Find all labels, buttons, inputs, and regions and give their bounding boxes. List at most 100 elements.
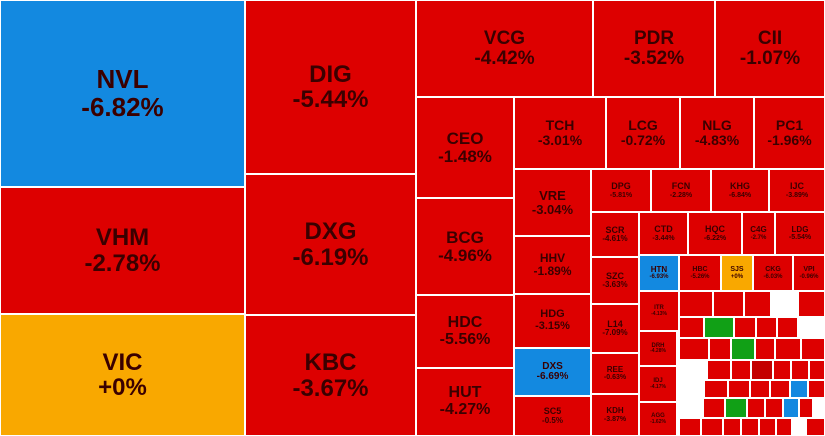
treemap-cell-pdr[interactable]: PDR -3.52% xyxy=(593,0,715,97)
treemap-minor-cell[interactable] xyxy=(679,380,704,398)
change-label: -6.82% xyxy=(81,91,164,122)
treemap-minor-cell[interactable] xyxy=(679,360,707,380)
treemap-minor-cell[interactable] xyxy=(707,360,731,380)
treemap-minor-cell[interactable] xyxy=(809,360,825,380)
treemap-minor-cell[interactable] xyxy=(704,380,728,398)
treemap-minor-cell[interactable] xyxy=(731,338,755,360)
treemap-cell-ijc[interactable]: IJC -3.89% xyxy=(769,169,825,212)
change-label: -6.22% xyxy=(703,234,727,242)
treemap-minor-cell[interactable] xyxy=(679,398,703,418)
treemap-cell-nvl[interactable]: NVL -6.82% xyxy=(0,0,245,187)
treemap-minor-cell[interactable] xyxy=(713,291,744,317)
treemap-cell-vpi[interactable]: VPI -0.96% xyxy=(793,255,825,291)
treemap-minor-cell[interactable] xyxy=(725,398,747,418)
treemap-minor-cell[interactable] xyxy=(755,338,775,360)
change-label: -3.87% xyxy=(603,415,627,423)
treemap-minor-cell[interactable] xyxy=(801,338,825,360)
treemap-minor-cell[interactable] xyxy=(731,360,751,380)
treemap-cell-khg[interactable]: KHG -6.84% xyxy=(711,169,769,212)
treemap-cell-vre[interactable]: VRE -3.04% xyxy=(514,169,591,236)
treemap-minor-cell[interactable] xyxy=(798,317,825,338)
treemap-minor-cell[interactable] xyxy=(704,317,734,338)
treemap-minor-cell[interactable] xyxy=(723,418,741,436)
treemap-cell-sjs[interactable]: SJS +0% xyxy=(721,255,753,291)
treemap-minor-cell[interactable] xyxy=(741,418,759,436)
ticker-label: C4G xyxy=(750,225,767,235)
treemap-minor-cell[interactable] xyxy=(776,418,792,436)
change-label: -1.62% xyxy=(650,418,666,425)
treemap-cell-hut[interactable]: HUT -4.27% xyxy=(416,368,514,436)
treemap-minor-cell[interactable] xyxy=(777,317,798,338)
treemap-cell-vic[interactable]: VIC +0% xyxy=(0,314,245,436)
treemap-minor-cell[interactable] xyxy=(756,317,777,338)
treemap-minor-cell[interactable] xyxy=(765,398,783,418)
treemap-minor-cell[interactable] xyxy=(679,418,701,436)
treemap-minor-cell[interactable] xyxy=(744,291,771,317)
treemap-cell-vhm[interactable]: VHM -2.78% xyxy=(0,187,245,314)
treemap-cell-kbc[interactable]: KBC -3.67% xyxy=(245,315,416,436)
treemap-minor-cell[interactable] xyxy=(709,338,731,360)
treemap-minor-cell[interactable] xyxy=(701,418,723,436)
treemap-minor-cell[interactable] xyxy=(759,418,776,436)
treemap-minor-cell[interactable] xyxy=(750,380,770,398)
treemap-minor-cell[interactable] xyxy=(770,380,790,398)
change-label: -2.28% xyxy=(669,191,693,199)
treemap-minor-cell[interactable] xyxy=(775,338,801,360)
treemap-cell-idj[interactable]: IDJ -4.17% xyxy=(639,366,677,402)
treemap-cell-lcg[interactable]: LCG -0.72% xyxy=(606,97,680,169)
treemap-cell-itr[interactable]: ITR -4.13% xyxy=(639,291,679,331)
treemap-minor-cell[interactable] xyxy=(771,291,798,317)
treemap-minor-cell[interactable] xyxy=(791,360,809,380)
change-label: +0% xyxy=(730,273,744,280)
treemap-cell-vcg[interactable]: VCG -4.42% xyxy=(416,0,593,97)
treemap-cell-ckg[interactable]: CKG -6.03% xyxy=(753,255,793,291)
treemap-cell-hdg[interactable]: HDG -3.15% xyxy=(514,294,591,348)
treemap-cell-szc[interactable]: SZC -3.63% xyxy=(591,257,639,304)
treemap-cell-kdh[interactable]: KDH -3.87% xyxy=(591,394,639,436)
treemap-minor-cell[interactable] xyxy=(773,360,791,380)
treemap-minor-cell[interactable] xyxy=(808,380,825,398)
treemap-minor-cell[interactable] xyxy=(734,317,756,338)
treemap-cell-hhv[interactable]: HHV -1.89% xyxy=(514,236,591,294)
treemap-cell-sc5[interactable]: SC5 -0.5% xyxy=(514,396,591,436)
treemap-cell-ctd[interactable]: CTD -3.44% xyxy=(639,212,688,255)
treemap-minor-cell[interactable] xyxy=(806,418,825,436)
treemap-cell-dxs[interactable]: DXS -6.69% xyxy=(514,348,591,396)
treemap-cell-dxg[interactable]: DXG -6.19% xyxy=(245,174,416,315)
treemap-cell-drh[interactable]: DRH -4.28% xyxy=(639,331,677,366)
treemap-minor-cell[interactable] xyxy=(679,291,713,317)
treemap-minor-cell[interactable] xyxy=(728,380,750,398)
treemap-cell-ceo[interactable]: CEO -1.48% xyxy=(416,97,514,198)
change-label: -3.52% xyxy=(623,47,685,69)
change-label: -4.83% xyxy=(694,132,740,148)
treemap-cell-nlg[interactable]: NLG -4.83% xyxy=(680,97,754,169)
treemap-cell-tch[interactable]: TCH -3.01% xyxy=(514,97,606,169)
treemap-cell-fcn[interactable]: FCN -2.28% xyxy=(651,169,711,212)
treemap-minor-cell[interactable] xyxy=(747,398,765,418)
treemap-minor-cell[interactable] xyxy=(813,398,825,418)
treemap-cell-hbc[interactable]: HBC -5.26% xyxy=(679,255,721,291)
treemap-minor-cell[interactable] xyxy=(790,380,808,398)
treemap-minor-cell[interactable] xyxy=(679,317,704,338)
treemap-cell-ldg[interactable]: LDG -5.54% xyxy=(775,212,825,255)
treemap-cell-ree[interactable]: REE -0.63% xyxy=(591,353,639,394)
treemap-cell-bcg[interactable]: BCG -4.96% xyxy=(416,198,514,295)
treemap-cell-scr[interactable]: SCR -4.61% xyxy=(591,212,639,257)
treemap-cell-hqc[interactable]: HQC -6.22% xyxy=(688,212,742,255)
treemap-cell-pc1[interactable]: PC1 -1.96% xyxy=(754,97,825,169)
treemap-minor-cell[interactable] xyxy=(792,418,806,436)
treemap-cell-agg[interactable]: AGG -1.62% xyxy=(639,402,677,436)
treemap-cell-htn[interactable]: HTN -6.93% xyxy=(639,255,679,291)
treemap-minor-cell[interactable] xyxy=(703,398,725,418)
treemap-minor-cell[interactable] xyxy=(679,338,709,360)
treemap-cell-c4g[interactable]: C4G -2.7% xyxy=(742,212,775,255)
treemap-cell-dpg[interactable]: DPG -5.81% xyxy=(591,169,651,212)
treemap-minor-cell[interactable] xyxy=(751,360,773,380)
treemap-minor-cell[interactable] xyxy=(799,398,813,418)
treemap-cell-cii[interactable]: CII -1.07% xyxy=(715,0,825,97)
treemap-minor-cell[interactable] xyxy=(798,291,825,317)
treemap-cell-hdc[interactable]: HDC -5.56% xyxy=(416,295,514,368)
treemap-minor-cell[interactable] xyxy=(783,398,799,418)
treemap-cell-dig[interactable]: DIG -5.44% xyxy=(245,0,416,174)
treemap-cell-l14[interactable]: L14 -7.09% xyxy=(591,304,639,353)
